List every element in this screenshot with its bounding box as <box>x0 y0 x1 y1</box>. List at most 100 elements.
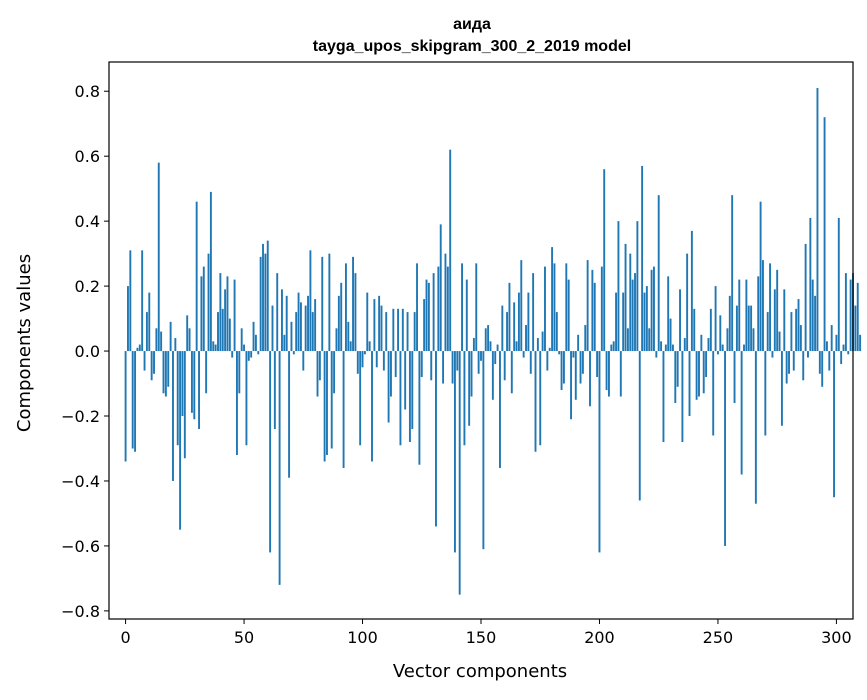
y-axis-label: Components values <box>14 254 35 432</box>
bar <box>657 195 660 352</box>
bar <box>209 191 212 352</box>
bar <box>783 289 786 352</box>
bar <box>484 328 487 352</box>
bar <box>212 341 215 352</box>
bar <box>359 351 362 446</box>
bar <box>221 308 224 352</box>
bar <box>352 256 354 352</box>
bar <box>551 247 554 352</box>
bar <box>792 351 795 371</box>
bar <box>138 344 141 352</box>
bar <box>207 253 210 352</box>
bar <box>143 351 146 371</box>
bar <box>735 305 738 352</box>
bar <box>560 351 563 391</box>
bar <box>636 221 639 352</box>
bar <box>380 305 383 352</box>
bar <box>769 263 772 352</box>
bar <box>754 351 757 504</box>
bar <box>349 341 352 352</box>
bar <box>219 273 222 352</box>
bar <box>181 351 184 417</box>
bar <box>252 321 255 352</box>
bar <box>660 341 663 352</box>
bar <box>238 351 241 394</box>
bar <box>572 351 575 358</box>
bar <box>548 347 551 352</box>
bar <box>425 279 428 352</box>
bar <box>283 334 286 352</box>
bar <box>724 351 726 546</box>
bar <box>141 250 144 352</box>
bar <box>709 308 712 352</box>
bar <box>179 351 182 530</box>
bar <box>695 351 698 400</box>
bar <box>131 351 134 449</box>
bar <box>567 279 570 352</box>
bar <box>837 217 840 352</box>
bar <box>461 263 463 352</box>
bar <box>747 305 750 352</box>
bar <box>188 328 191 352</box>
y-tick-label: −0.6 <box>61 537 100 556</box>
bar <box>778 331 781 352</box>
bar <box>397 308 400 352</box>
bar <box>172 351 174 481</box>
bar <box>534 351 537 452</box>
bar <box>804 243 807 352</box>
bar <box>757 276 760 352</box>
bar <box>449 149 452 352</box>
bar <box>233 279 236 352</box>
y-tick-label: 0.8 <box>75 82 100 101</box>
bar <box>418 351 421 465</box>
bar <box>266 240 269 352</box>
bar <box>269 351 272 553</box>
bar <box>849 279 852 352</box>
bar <box>240 328 243 352</box>
bar <box>745 279 748 352</box>
bar <box>738 279 741 352</box>
bar <box>214 344 217 352</box>
bar <box>780 351 783 426</box>
bar <box>664 344 667 352</box>
bar <box>733 351 736 404</box>
bar <box>330 351 333 449</box>
bars-group <box>124 87 862 595</box>
bar <box>292 351 295 355</box>
bar <box>553 263 556 352</box>
bar <box>496 344 499 352</box>
bar <box>288 351 291 478</box>
bar <box>309 250 312 352</box>
bar <box>818 351 821 374</box>
bar <box>195 201 198 352</box>
bar <box>375 351 378 368</box>
bar <box>688 351 691 417</box>
bar <box>698 351 700 397</box>
bar <box>544 266 546 352</box>
bar <box>278 351 281 585</box>
bar <box>828 351 831 371</box>
y-tick-label: 0.0 <box>75 342 100 361</box>
bar <box>366 292 369 352</box>
bar <box>527 292 530 352</box>
bar <box>427 282 430 352</box>
bar <box>686 253 689 352</box>
bar <box>387 351 390 423</box>
bar <box>650 269 653 352</box>
bar <box>721 344 724 352</box>
bar <box>785 351 788 384</box>
bar <box>629 253 632 352</box>
bar <box>773 289 776 352</box>
bar <box>430 351 433 381</box>
bar <box>536 338 539 352</box>
bar <box>259 256 262 352</box>
bar <box>193 351 196 420</box>
bar <box>562 351 565 384</box>
bar <box>577 334 580 352</box>
bar <box>160 331 163 352</box>
bar <box>318 351 321 381</box>
bar <box>510 351 513 394</box>
bar <box>335 328 338 352</box>
bar <box>501 305 504 352</box>
chart-subtitle: tayga_upos_skipgram_300_2_2019 model <box>313 38 631 55</box>
